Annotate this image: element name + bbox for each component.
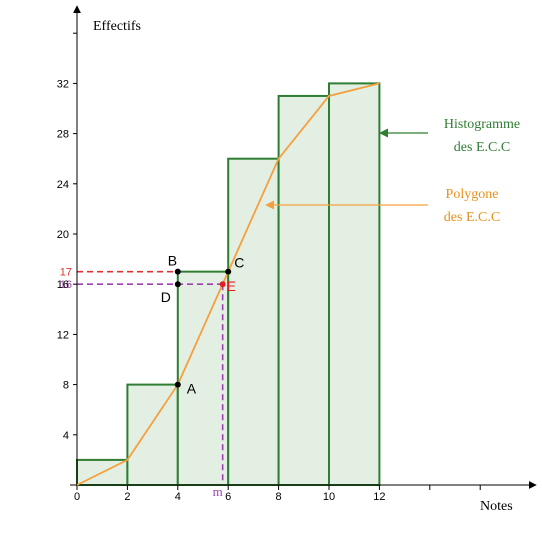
x-tick-label-0: 0	[74, 491, 80, 503]
x-tick-label-8: 8	[276, 491, 282, 503]
polygon-legend-line2: des E.C.C	[444, 210, 500, 225]
histogram-legend: Histogramme des E.C.C	[379, 117, 520, 155]
x-tick-label-6: 6	[225, 491, 231, 503]
point-B	[174, 268, 181, 275]
y-axis-label: Effectifs	[93, 19, 141, 34]
histogram-bar-2	[176, 270, 230, 486]
point-label-E: E	[227, 278, 236, 294]
histogram-bar-5	[328, 82, 381, 487]
y-tick-label-8: 8	[63, 380, 69, 392]
x-tick-label-4: 4	[175, 491, 181, 503]
point-E	[219, 281, 226, 288]
reference-label-16: 16	[60, 279, 72, 291]
point-A	[174, 381, 181, 388]
polygon-legend: Polygone des E.C.C	[265, 187, 500, 225]
histogram-legend-line1: Histogramme	[444, 117, 520, 132]
y-tick-label-20: 20	[57, 229, 69, 241]
y-tick-label-24: 24	[57, 179, 69, 191]
x-tick-label-12: 12	[373, 491, 385, 503]
reference-label-17: 17	[60, 267, 72, 279]
y-tick-label-32: 32	[57, 78, 69, 90]
x-axis-label: Notes	[480, 499, 513, 514]
y-tick-label-12: 12	[57, 329, 69, 341]
point-label-D: D	[161, 289, 171, 305]
histogram-legend-line2: des E.C.C	[454, 140, 510, 155]
y-tick-label-16: 16	[57, 279, 69, 291]
x-tick-label-10: 10	[323, 491, 335, 503]
polygon-legend-line1: Polygone	[446, 187, 499, 202]
points: A B C D E	[161, 253, 245, 397]
y-tick-label-28: 28	[57, 129, 69, 141]
point-D	[174, 281, 181, 288]
median-label: m	[213, 484, 223, 499]
point-C	[225, 268, 232, 275]
x-tick-label-2: 2	[124, 491, 130, 503]
point-label-C: C	[234, 255, 244, 271]
y-tick-label-4: 4	[63, 430, 69, 442]
histogram-bar-4	[277, 94, 331, 486]
point-label-B: B	[168, 253, 177, 269]
histogram-bar-3	[227, 157, 280, 486]
axes	[70, 5, 537, 490]
histogram-bar-1	[126, 383, 179, 487]
histogram-bars	[76, 82, 381, 487]
point-label-A: A	[187, 381, 197, 397]
